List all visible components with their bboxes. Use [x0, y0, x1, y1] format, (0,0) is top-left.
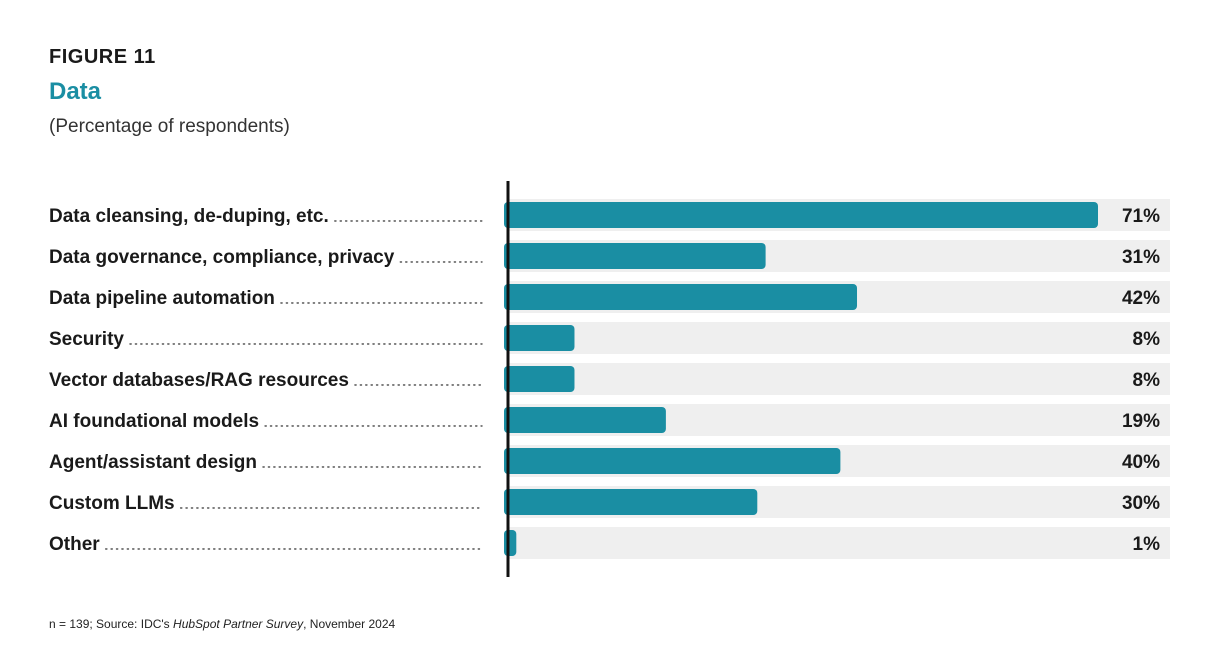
bar — [504, 366, 575, 392]
footnote-prefix: n = 139; Source: IDC's — [49, 617, 174, 631]
category-label: Vector databases/RAG resources — [49, 370, 349, 391]
bar — [504, 284, 858, 310]
category-label: Data cleansing, de-duping, etc. — [49, 206, 329, 227]
value-label: 1% — [1133, 534, 1161, 555]
bar-track — [508, 527, 1170, 559]
category-label: Data governance, compliance, privacy — [49, 247, 395, 268]
value-label: 19% — [1122, 411, 1160, 432]
value-label: 8% — [1133, 329, 1161, 350]
bar-track — [508, 322, 1170, 354]
bar — [504, 530, 517, 556]
chart-subtitle: (Percentage of respondents) — [49, 116, 290, 137]
value-label: 31% — [1122, 247, 1160, 268]
bar — [504, 407, 666, 433]
value-label: 8% — [1133, 370, 1161, 391]
bar — [504, 448, 841, 474]
bar — [504, 243, 766, 269]
figure-label: FIGURE 11 — [49, 46, 156, 68]
value-label: 42% — [1122, 288, 1160, 309]
bar-chart: Data cleansing, de-duping, etc. 71% Data g… — [49, 181, 1170, 577]
bar — [504, 325, 575, 351]
footnote-source-title: HubSpot Partner Survey — [173, 617, 304, 631]
category-label: Custom LLMs — [49, 493, 175, 514]
footnote-suffix: , November 2024 — [303, 617, 396, 631]
value-label: 71% — [1122, 206, 1160, 227]
category-label: Data pipeline automation — [49, 288, 275, 309]
category-label: Agent/assistant design — [49, 452, 257, 473]
category-label: Other — [49, 534, 100, 555]
bar — [504, 489, 758, 515]
bar-track — [508, 363, 1170, 395]
chart-title: Data — [49, 78, 102, 105]
value-label: 30% — [1122, 493, 1160, 514]
footnote: n = 139; Source: IDC's HubSpot Partner S… — [49, 617, 395, 631]
bar — [504, 202, 1098, 228]
category-label: Security — [49, 329, 124, 350]
value-label: 40% — [1122, 452, 1160, 473]
category-label: AI foundational models — [49, 411, 259, 432]
